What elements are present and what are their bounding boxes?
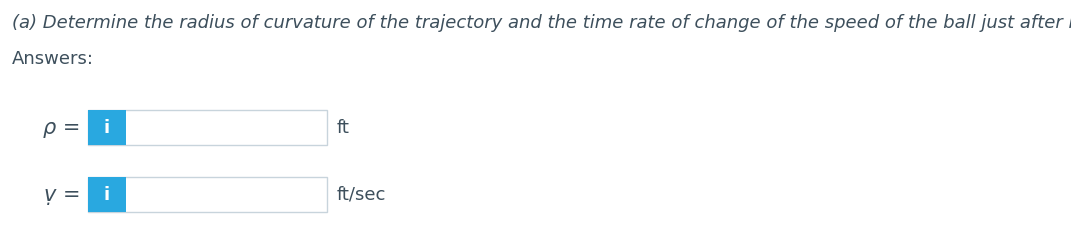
- Bar: [88, 110, 126, 145]
- Text: i: i: [104, 185, 110, 203]
- Text: ρ =: ρ =: [43, 118, 80, 138]
- Bar: [88, 110, 327, 145]
- Bar: [88, 177, 327, 212]
- Text: ṿ =: ṿ =: [44, 184, 80, 204]
- Text: ft: ft: [337, 118, 350, 136]
- Text: Answers:: Answers:: [12, 50, 94, 68]
- Bar: [88, 177, 126, 212]
- Text: (a) Determine the radius of curvature of the trajectory and the time rate of cha: (a) Determine the radius of curvature of…: [12, 14, 1071, 32]
- Text: i: i: [104, 118, 110, 136]
- Text: ft/sec: ft/sec: [337, 185, 387, 203]
